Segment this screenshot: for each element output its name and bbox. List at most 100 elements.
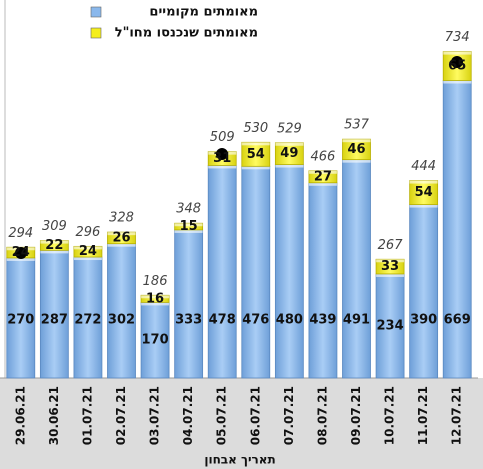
bar-segment: [342, 159, 371, 379]
value-label: 46: [347, 142, 365, 157]
value-label: 439: [309, 313, 336, 328]
bar-top: [174, 223, 203, 227]
value-label: 170: [142, 333, 169, 348]
value-label: 24: [79, 244, 97, 259]
value-label: 27: [314, 169, 332, 184]
bar-top: [308, 170, 337, 174]
value-label: 478: [209, 313, 236, 328]
plot: [6, 51, 472, 379]
legend-label: מאומתים שנכנסו מחו"ל: [115, 26, 258, 41]
legend-label: מאומתים מקומיים: [149, 5, 258, 20]
x-tick-label: 02.07.21: [114, 386, 128, 445]
bar-top: [308, 182, 337, 186]
value-label: 49: [280, 146, 298, 161]
value-label: 33: [381, 259, 399, 274]
x-tick-label: 12.07.21: [450, 386, 464, 445]
value-label: 26: [112, 230, 130, 245]
value-label: 669: [444, 313, 471, 328]
value-label: 480: [276, 313, 303, 328]
x-tick-label: 01.07.21: [80, 386, 94, 445]
bar-segment: [140, 301, 170, 379]
total-label: 529: [277, 121, 302, 136]
bar-top: [73, 246, 102, 250]
bar-top: [107, 243, 136, 247]
bar-top: [275, 142, 304, 146]
bar-top: [409, 180, 438, 184]
bar-segment: [73, 256, 103, 379]
x-tick-label: 08.07.21: [315, 386, 329, 445]
x-tick-label: 30.06.21: [47, 386, 61, 445]
value-label: 234: [377, 318, 404, 333]
legend-swatch: [90, 27, 102, 39]
x-tick-label: 03.07.21: [148, 386, 162, 445]
x-tick-label: 29.06.21: [13, 386, 27, 445]
value-label: 333: [175, 313, 202, 328]
value-label: 272: [74, 313, 101, 328]
bar-segment: [107, 243, 136, 379]
bar-top: [342, 159, 371, 163]
total-label: 309: [42, 219, 67, 234]
total-label: 734: [445, 30, 470, 45]
bar-segment: [174, 229, 204, 379]
x-tick-label: 10.07.21: [383, 386, 397, 445]
value-label: 31: [213, 151, 231, 166]
bar-top: [342, 139, 371, 143]
value-label: 491: [343, 313, 370, 328]
bar-segment: [241, 165, 271, 379]
bar-top: [376, 259, 405, 263]
x-tick-label: 06.07.21: [248, 386, 262, 445]
bar-top: [73, 257, 102, 261]
value-label: 65: [448, 59, 466, 74]
x-tick-label: 05.07.21: [215, 386, 229, 445]
total-label: 537: [344, 118, 370, 133]
total-label: 444: [411, 159, 436, 174]
value-label: 15: [180, 219, 198, 234]
total-label: 348: [176, 202, 201, 217]
legend-swatch: [90, 6, 102, 18]
bar-top: [275, 164, 304, 168]
bar-top: [443, 80, 472, 84]
bar-top: [208, 165, 237, 169]
total-label: 530: [243, 121, 268, 136]
total-label: 294: [8, 226, 33, 241]
value-label: 16: [146, 291, 164, 306]
dot-marker: [15, 247, 27, 259]
bar-segment: [241, 141, 271, 167]
bar-top: [174, 229, 203, 233]
bar-segment: [6, 257, 36, 379]
dot-marker: [216, 148, 228, 160]
total-label: 328: [109, 211, 134, 226]
x-axis-title: תאריך אבחון: [204, 453, 275, 467]
bar-top: [241, 166, 270, 170]
bar-segment: [274, 164, 304, 379]
total-label: 267: [378, 238, 404, 253]
total-label: 466: [311, 149, 336, 164]
x-tick-label: 09.07.21: [349, 386, 363, 445]
axis-band: [0, 378, 483, 469]
bar-top: [40, 240, 69, 244]
bar-top: [376, 273, 405, 277]
bar-top: [141, 302, 170, 306]
x-tick-label: 11.07.21: [416, 386, 430, 445]
total-label: 509: [210, 130, 235, 145]
value-label: 54: [247, 147, 265, 162]
bar-segment: [308, 182, 338, 379]
x-tick-label: 04.07.21: [181, 386, 195, 445]
total-label: 296: [76, 225, 101, 240]
value-label: 22: [45, 238, 63, 253]
bar-segment: [409, 204, 439, 379]
bar-top: [6, 257, 35, 261]
value-label: 54: [415, 185, 433, 200]
value-label: 476: [242, 313, 269, 328]
dot-marker: [451, 56, 463, 68]
bar-top: [40, 250, 69, 254]
bar-segment: [39, 249, 69, 379]
bar-top: [107, 232, 136, 236]
bar-top: [241, 142, 270, 146]
bar-segment: [207, 165, 237, 379]
bar-top: [443, 51, 472, 55]
bar-top: [141, 295, 170, 299]
value-label: 24: [12, 245, 30, 260]
bar-segment: [442, 80, 472, 379]
